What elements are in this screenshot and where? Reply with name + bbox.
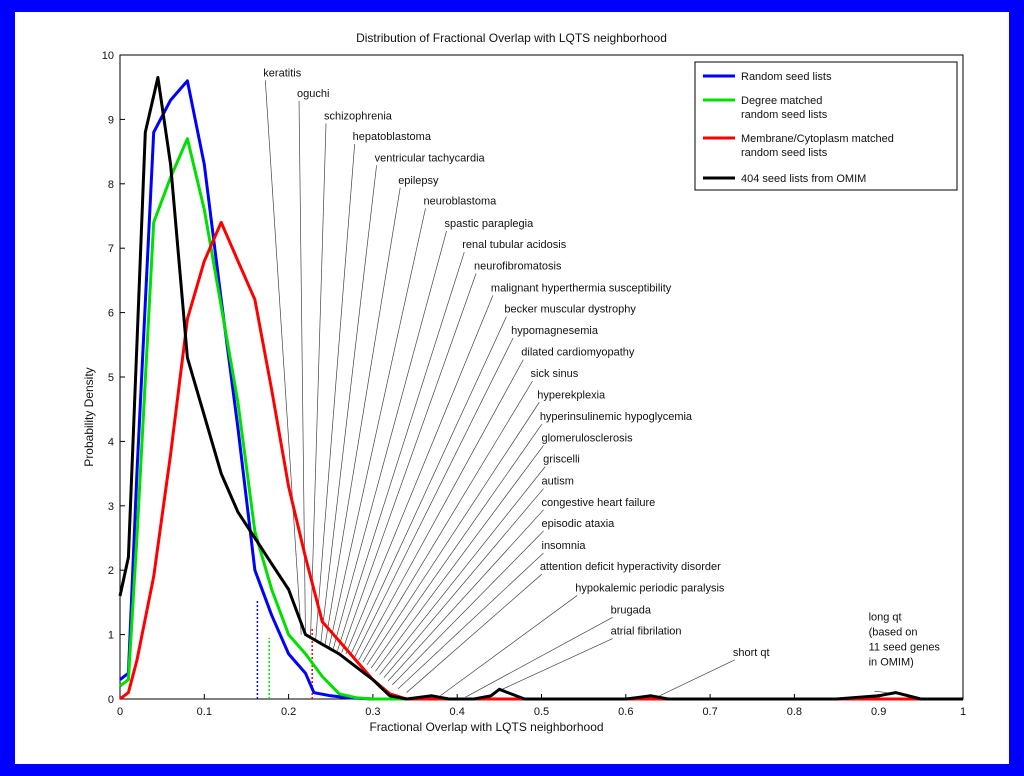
annotation-label-8: renal tubular acidosis bbox=[462, 239, 566, 251]
legend-label-3: 404 seed lists from OMIM bbox=[741, 173, 866, 185]
y-tick-label-0: 0 bbox=[108, 694, 114, 706]
annotation-line-13 bbox=[358, 359, 524, 661]
annotation-label-21: episodic ataxia bbox=[542, 518, 616, 530]
annotation-label-2: schizophrenia bbox=[324, 110, 393, 122]
annotation-line-10 bbox=[345, 295, 494, 655]
annotation-label-0: keratitis bbox=[263, 67, 301, 79]
annotation-label-4: ventricular tachycardia bbox=[375, 152, 486, 164]
annotation-label-11: becker muscular dystrophy bbox=[504, 304, 636, 316]
long-qt-label-1: (based on bbox=[869, 626, 918, 638]
annotation-label-12: hypomagnesemia bbox=[511, 325, 599, 337]
legend-label-2: Membrane/Cytoplasm matched random seed li… bbox=[741, 133, 894, 159]
y-tick-label-4: 4 bbox=[108, 436, 114, 448]
annotation-label-18: griscelli bbox=[543, 454, 580, 466]
x-tick-label-8: 0.8 bbox=[787, 706, 802, 718]
series-line-3 bbox=[118, 76, 963, 701]
annotation-line-21 bbox=[392, 530, 544, 686]
annotation-label-23: attention deficit hyperactivity disorder bbox=[540, 561, 721, 573]
annotation-label-24: hypokalemic periodic paralysis bbox=[575, 582, 725, 594]
annotation-label-22: insomnia bbox=[542, 540, 587, 552]
annotation-label-20: congestive heart failure bbox=[542, 497, 656, 509]
annotation-line-16 bbox=[370, 423, 543, 669]
y-axis-label: Probability Density bbox=[82, 367, 96, 466]
annotation-label-15: hyperekplexia bbox=[537, 389, 606, 401]
x-axis-label: Fractional Overlap with LQTS neighborhoo… bbox=[369, 720, 603, 734]
x-tick-label-9: 0.9 bbox=[871, 706, 886, 718]
chart-title: Distribution of Fractional Overlap with … bbox=[356, 31, 667, 45]
annotation-line-3 bbox=[315, 143, 356, 642]
chart-svg: Distribution of Fractional Overlap with … bbox=[82, 31, 966, 734]
series-line-1 bbox=[119, 137, 963, 701]
annotation-label-16: hyperinsulinemic hypoglycemia bbox=[540, 411, 693, 423]
x-tick-label-4: 0.4 bbox=[450, 706, 465, 718]
y-tick-label-8: 8 bbox=[108, 179, 114, 191]
annotation-line-8 bbox=[337, 252, 465, 651]
long-qt-label-3: in OMIM) bbox=[869, 656, 914, 668]
annotation-line-0 bbox=[264, 80, 302, 635]
annotation-line-24 bbox=[440, 595, 578, 697]
annotation-line-18 bbox=[379, 466, 546, 675]
annotation-label-25: brugada bbox=[611, 604, 652, 616]
annotation-line-12 bbox=[354, 337, 514, 658]
x-tick-label-1: 0.1 bbox=[197, 706, 212, 718]
x-tick-label-2: 0.2 bbox=[281, 706, 296, 718]
x-tick-label-10: 1 bbox=[960, 706, 966, 718]
y-tick-label-1: 1 bbox=[108, 630, 114, 642]
long-qt-label-2: 11 seed genes bbox=[869, 641, 941, 653]
series-line-0 bbox=[119, 79, 963, 701]
annotation-label-14: sick sinus bbox=[531, 368, 579, 380]
annotation-label-26: atrial fibrilation bbox=[611, 626, 682, 638]
annotation-label-13: dilated cardiomyopathy bbox=[521, 347, 635, 359]
annotation-label-17: glomerulosclerosis bbox=[542, 432, 634, 444]
long-qt-leader bbox=[874, 690, 888, 693]
x-tick-label-0: 0 bbox=[117, 706, 123, 718]
x-tick-label-5: 0.5 bbox=[534, 706, 549, 718]
annotation-line-14 bbox=[362, 380, 533, 663]
annotation-label-5: epilepsy bbox=[398, 175, 439, 187]
legend-label-1: Degree matched random seed lists bbox=[741, 95, 828, 121]
y-tick-label-9: 9 bbox=[108, 114, 114, 126]
y-tick-label-10: 10 bbox=[102, 50, 114, 62]
annotation-line-4 bbox=[320, 165, 377, 645]
legend-label-0: Random seed lists bbox=[741, 71, 832, 83]
annotation-line-5 bbox=[324, 187, 401, 647]
annotation-line-6 bbox=[328, 208, 426, 648]
y-tick-label-6: 6 bbox=[108, 308, 114, 320]
annotation-line-26 bbox=[494, 638, 613, 693]
annotation-line-11 bbox=[349, 316, 507, 656]
annotation-line-22 bbox=[397, 552, 544, 689]
annotation-line-9 bbox=[341, 273, 477, 653]
annotation-label-7: spastic paraplegia bbox=[445, 218, 535, 230]
annotation-line-27 bbox=[659, 659, 736, 697]
y-tick-label-3: 3 bbox=[108, 501, 114, 513]
annotation-label-9: neurofibromatosis bbox=[474, 260, 562, 272]
annotation-line-17 bbox=[375, 445, 544, 672]
annotation-label-27: short qt bbox=[733, 647, 770, 659]
x-tick-label-3: 0.3 bbox=[365, 706, 380, 718]
y-tick-label-7: 7 bbox=[108, 243, 114, 255]
long-qt-label-0: long qt bbox=[869, 611, 902, 623]
annotation-label-19: autism bbox=[542, 476, 574, 488]
annotation-label-1: oguchi bbox=[297, 88, 329, 100]
x-tick-label-6: 0.6 bbox=[618, 706, 633, 718]
x-tick-label-7: 0.7 bbox=[702, 706, 717, 718]
annotation-line-20 bbox=[387, 509, 544, 682]
annotation-label-3: hepatoblastoma bbox=[353, 131, 432, 143]
annotation-line-15 bbox=[366, 402, 540, 666]
annotation-line-2 bbox=[310, 123, 327, 638]
y-tick-label-5: 5 bbox=[108, 372, 114, 384]
annotation-label-6: neuroblastoma bbox=[423, 195, 497, 207]
annotation-line-1 bbox=[298, 100, 306, 635]
annotation-line-7 bbox=[332, 230, 447, 649]
annotation-line-23 bbox=[406, 573, 543, 693]
annotation-line-19 bbox=[383, 488, 544, 678]
y-tick-label-2: 2 bbox=[108, 565, 114, 577]
figure-panel: Distribution of Fractional Overlap with … bbox=[15, 12, 1009, 764]
legend-box bbox=[694, 61, 958, 191]
annotation-label-10: malignant hyperthermia susceptibility bbox=[491, 282, 672, 294]
annotation-line-25 bbox=[465, 617, 613, 698]
